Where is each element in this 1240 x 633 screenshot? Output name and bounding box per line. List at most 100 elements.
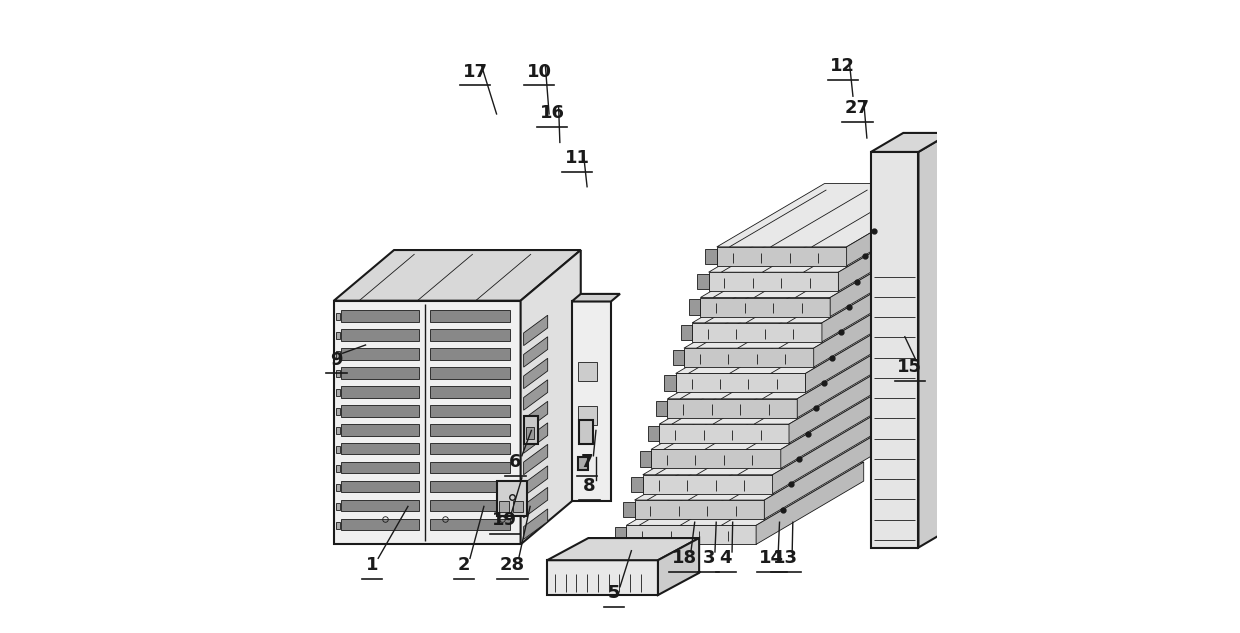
Polygon shape bbox=[870, 152, 919, 548]
Polygon shape bbox=[523, 358, 548, 389]
Text: 2: 2 bbox=[458, 556, 470, 573]
Polygon shape bbox=[341, 405, 419, 417]
Bar bbox=[336, 522, 340, 529]
Polygon shape bbox=[496, 481, 527, 516]
Polygon shape bbox=[523, 380, 548, 410]
Polygon shape bbox=[626, 462, 864, 525]
Polygon shape bbox=[523, 423, 548, 453]
Polygon shape bbox=[430, 348, 510, 360]
Polygon shape bbox=[578, 406, 596, 425]
Polygon shape bbox=[523, 466, 548, 496]
Text: 14: 14 bbox=[759, 549, 785, 567]
Text: 11: 11 bbox=[564, 149, 589, 167]
Polygon shape bbox=[341, 310, 419, 322]
Polygon shape bbox=[523, 416, 538, 444]
Polygon shape bbox=[830, 234, 937, 316]
Polygon shape bbox=[523, 509, 548, 539]
Text: 1: 1 bbox=[366, 556, 378, 573]
Text: 10: 10 bbox=[527, 63, 552, 80]
Polygon shape bbox=[701, 298, 830, 316]
Polygon shape bbox=[341, 367, 419, 379]
Text: 17: 17 bbox=[463, 63, 487, 80]
Text: 9: 9 bbox=[330, 351, 342, 368]
Polygon shape bbox=[635, 500, 764, 519]
Polygon shape bbox=[919, 133, 951, 548]
Text: 8: 8 bbox=[583, 477, 596, 495]
Bar bbox=[336, 370, 340, 377]
Polygon shape bbox=[701, 234, 937, 298]
Polygon shape bbox=[430, 481, 510, 492]
Polygon shape bbox=[797, 335, 905, 418]
Bar bbox=[336, 503, 340, 510]
Polygon shape bbox=[708, 209, 946, 272]
Bar bbox=[336, 389, 340, 396]
Polygon shape bbox=[523, 401, 548, 432]
Polygon shape bbox=[651, 449, 781, 468]
Polygon shape bbox=[430, 405, 510, 417]
Polygon shape bbox=[706, 249, 717, 264]
Polygon shape bbox=[870, 133, 951, 152]
Polygon shape bbox=[651, 386, 888, 449]
Polygon shape bbox=[523, 487, 548, 518]
Polygon shape bbox=[838, 209, 946, 291]
Polygon shape bbox=[697, 274, 708, 289]
Polygon shape bbox=[806, 310, 913, 392]
Polygon shape bbox=[672, 350, 684, 365]
Polygon shape bbox=[334, 250, 580, 301]
Polygon shape bbox=[523, 444, 548, 475]
Text: 5: 5 bbox=[608, 584, 620, 602]
Polygon shape bbox=[430, 386, 510, 398]
Polygon shape bbox=[708, 272, 838, 291]
Polygon shape bbox=[647, 426, 660, 441]
Text: 16: 16 bbox=[539, 104, 564, 122]
Polygon shape bbox=[430, 462, 510, 473]
Polygon shape bbox=[642, 411, 880, 475]
Polygon shape bbox=[689, 299, 701, 315]
Polygon shape bbox=[572, 301, 611, 501]
Polygon shape bbox=[756, 462, 864, 544]
Polygon shape bbox=[684, 348, 813, 367]
Polygon shape bbox=[773, 411, 880, 494]
Polygon shape bbox=[642, 475, 773, 494]
Polygon shape bbox=[430, 367, 510, 379]
Polygon shape bbox=[430, 519, 510, 530]
Polygon shape bbox=[430, 443, 510, 454]
Polygon shape bbox=[341, 348, 419, 360]
Polygon shape bbox=[667, 335, 905, 399]
Polygon shape bbox=[692, 323, 822, 342]
Polygon shape bbox=[813, 285, 921, 367]
Polygon shape bbox=[717, 184, 955, 247]
Bar bbox=[336, 465, 340, 472]
Polygon shape bbox=[789, 361, 897, 443]
Polygon shape bbox=[665, 375, 676, 391]
Text: 28: 28 bbox=[500, 556, 525, 573]
Polygon shape bbox=[640, 451, 651, 467]
Text: 3: 3 bbox=[702, 549, 715, 567]
Polygon shape bbox=[523, 337, 548, 367]
Bar bbox=[336, 446, 340, 453]
Polygon shape bbox=[660, 361, 897, 424]
Bar bbox=[498, 501, 508, 512]
Polygon shape bbox=[430, 424, 510, 436]
Polygon shape bbox=[676, 373, 806, 392]
Polygon shape bbox=[781, 386, 888, 468]
Polygon shape bbox=[341, 443, 419, 454]
Polygon shape bbox=[631, 477, 642, 492]
Polygon shape bbox=[430, 329, 510, 341]
Text: 4: 4 bbox=[719, 549, 732, 567]
Polygon shape bbox=[547, 538, 699, 560]
Polygon shape bbox=[660, 424, 789, 443]
Text: 27: 27 bbox=[844, 99, 870, 116]
Polygon shape bbox=[523, 315, 548, 346]
Polygon shape bbox=[341, 519, 419, 530]
Polygon shape bbox=[717, 247, 847, 266]
Text: 7: 7 bbox=[580, 453, 593, 471]
Polygon shape bbox=[626, 525, 756, 544]
Polygon shape bbox=[676, 310, 913, 373]
Bar bbox=[336, 332, 340, 339]
Polygon shape bbox=[341, 386, 419, 398]
Bar bbox=[336, 427, 340, 434]
Text: 18: 18 bbox=[672, 549, 697, 567]
Polygon shape bbox=[658, 538, 699, 595]
Polygon shape bbox=[764, 437, 872, 519]
